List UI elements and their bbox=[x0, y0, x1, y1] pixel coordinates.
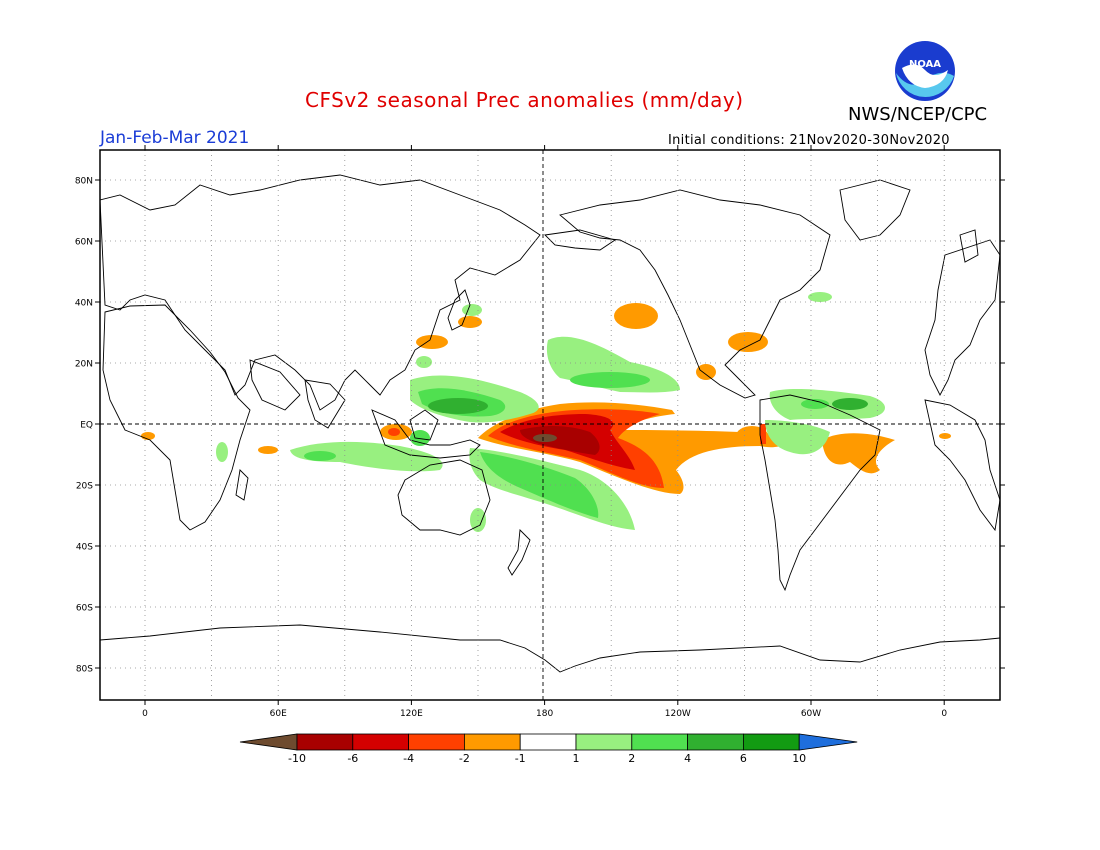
legend-arrow-high bbox=[798, 733, 858, 751]
anomaly-pos-indian-core bbox=[304, 451, 336, 461]
anomaly-neg-gulf bbox=[728, 332, 768, 352]
coast-africa bbox=[102, 304, 251, 531]
legend-swatch bbox=[352, 733, 409, 751]
anomaly-pos-amazon-core bbox=[832, 398, 868, 410]
legend-arrow-low bbox=[239, 733, 298, 751]
anomaly-pos-spcz-inner bbox=[480, 452, 599, 518]
lon-tick-label: 180 bbox=[536, 709, 553, 719]
anomaly-pos-japan bbox=[462, 304, 482, 316]
coast-japan bbox=[447, 289, 471, 331]
coast-eurasia bbox=[100, 174, 541, 411]
coast-borneo bbox=[409, 409, 439, 441]
longitude-axis: 0 60E 120E 180 120W 60W 0 bbox=[142, 145, 947, 719]
lat-tick-label: 40N bbox=[75, 299, 93, 309]
legend-label: 6 bbox=[740, 752, 747, 765]
coast-europe-east bbox=[924, 239, 1000, 396]
coast-arabia bbox=[249, 359, 301, 411]
graticule bbox=[100, 150, 1000, 700]
legend-label: -1 bbox=[515, 752, 526, 765]
coast-south-america bbox=[759, 394, 881, 592]
legend-label: 10 bbox=[792, 752, 806, 765]
legend-label: -4 bbox=[403, 752, 414, 765]
anomaly-neg-pacific-core bbox=[520, 426, 600, 455]
lon-tick-label: 120W bbox=[665, 709, 691, 719]
legend-label: 1 bbox=[573, 752, 580, 765]
coast-uk bbox=[959, 229, 979, 263]
legend-swatch bbox=[631, 733, 688, 751]
lon-tick-label: 60E bbox=[270, 709, 287, 719]
legend-swatch bbox=[408, 733, 465, 751]
lat-tick-label: 60N bbox=[75, 238, 93, 248]
organization-label: NWS/NCEP/CPC bbox=[848, 104, 988, 125]
legend-label: -10 bbox=[288, 752, 306, 765]
lon-tick-label: 0 bbox=[142, 709, 148, 719]
legend-label: 2 bbox=[628, 752, 635, 765]
legend-swatch bbox=[519, 733, 577, 751]
anomaly-pos-indian bbox=[290, 441, 443, 472]
anomaly-pos-africa-east bbox=[216, 442, 228, 462]
lat-tick-label: 20N bbox=[75, 360, 93, 370]
anomaly-pos-nwatl bbox=[808, 292, 832, 302]
lat-tick-label: 60S bbox=[76, 604, 93, 614]
noaa-logo: NOAA bbox=[895, 41, 955, 101]
anomaly-pos-borneo bbox=[410, 430, 430, 446]
lat-tick-label: EQ bbox=[80, 421, 93, 431]
map-frame bbox=[99, 149, 1001, 701]
anomaly-neg-mexico bbox=[696, 364, 716, 380]
coast-greenland bbox=[839, 179, 911, 241]
legend-label: 4 bbox=[684, 752, 691, 765]
anomaly-pos-sam bbox=[765, 420, 830, 455]
anomaly-neg-brazil bbox=[822, 433, 895, 474]
anomaly-pos-hawaii-mid bbox=[570, 372, 650, 388]
legend-label: -2 bbox=[459, 752, 470, 765]
lon-tick-label: 0 bbox=[941, 709, 947, 719]
anomaly-neg-pacific-extreme bbox=[533, 434, 557, 442]
coast-india bbox=[304, 379, 346, 429]
lat-tick-label: 20S bbox=[76, 482, 93, 492]
chart-title: CFSv2 seasonal Prec anomalies (mm/day) bbox=[305, 88, 744, 112]
lat-tick-label: 80N bbox=[75, 177, 93, 187]
latitude-axis: 80N 60N 40N 20N EQ 20S 40S 60S 80S bbox=[75, 177, 1005, 675]
anomaly-neg-indonesia-core bbox=[388, 428, 400, 436]
coast-australia bbox=[397, 459, 491, 536]
color-legend: -10 -6 -4 -2 -1 1 2 4 6 10 bbox=[239, 733, 858, 765]
anomaly-neg-colombia-core bbox=[760, 424, 766, 444]
lat-tick-label: 40S bbox=[76, 543, 93, 553]
anomaly-pos-wpac-core bbox=[428, 398, 488, 414]
coast-nz bbox=[507, 529, 531, 576]
coast-indonesia bbox=[371, 409, 481, 459]
initial-conditions: Initial conditions: 21Nov2020-30Nov2020 bbox=[668, 133, 950, 148]
coast-madagascar bbox=[235, 469, 249, 501]
lat-tick-label: 80S bbox=[76, 665, 93, 675]
anomaly-neg-china bbox=[416, 335, 448, 349]
coast-alaska bbox=[544, 229, 617, 251]
lon-tick-label: 120E bbox=[400, 709, 423, 719]
anomaly-fields bbox=[141, 292, 951, 532]
legend-swatch bbox=[743, 733, 800, 751]
anomaly-pos-philippines bbox=[416, 356, 432, 368]
anomaly-pos-amazon-mid bbox=[801, 399, 829, 409]
anomaly-neg-indian bbox=[258, 446, 278, 454]
legend-swatch bbox=[463, 733, 521, 751]
legend-label: -6 bbox=[347, 752, 358, 765]
forecast-period: Jan-Feb-Mar 2021 bbox=[100, 128, 250, 148]
lon-tick-label: 60W bbox=[801, 709, 821, 719]
legend-swatch bbox=[575, 733, 633, 751]
coast-africa-east bbox=[924, 399, 1000, 532]
coast-antarctica bbox=[100, 624, 1000, 673]
anomaly-neg-sjpn bbox=[458, 316, 482, 328]
anomaly-neg-atl bbox=[939, 433, 951, 439]
coast-north-america bbox=[559, 189, 831, 399]
anomaly-neg-npac bbox=[614, 303, 658, 329]
legend-swatch bbox=[687, 733, 744, 751]
legend-swatch bbox=[296, 733, 354, 751]
coastlines bbox=[100, 174, 1000, 673]
logo-text: NOAA bbox=[909, 59, 941, 70]
